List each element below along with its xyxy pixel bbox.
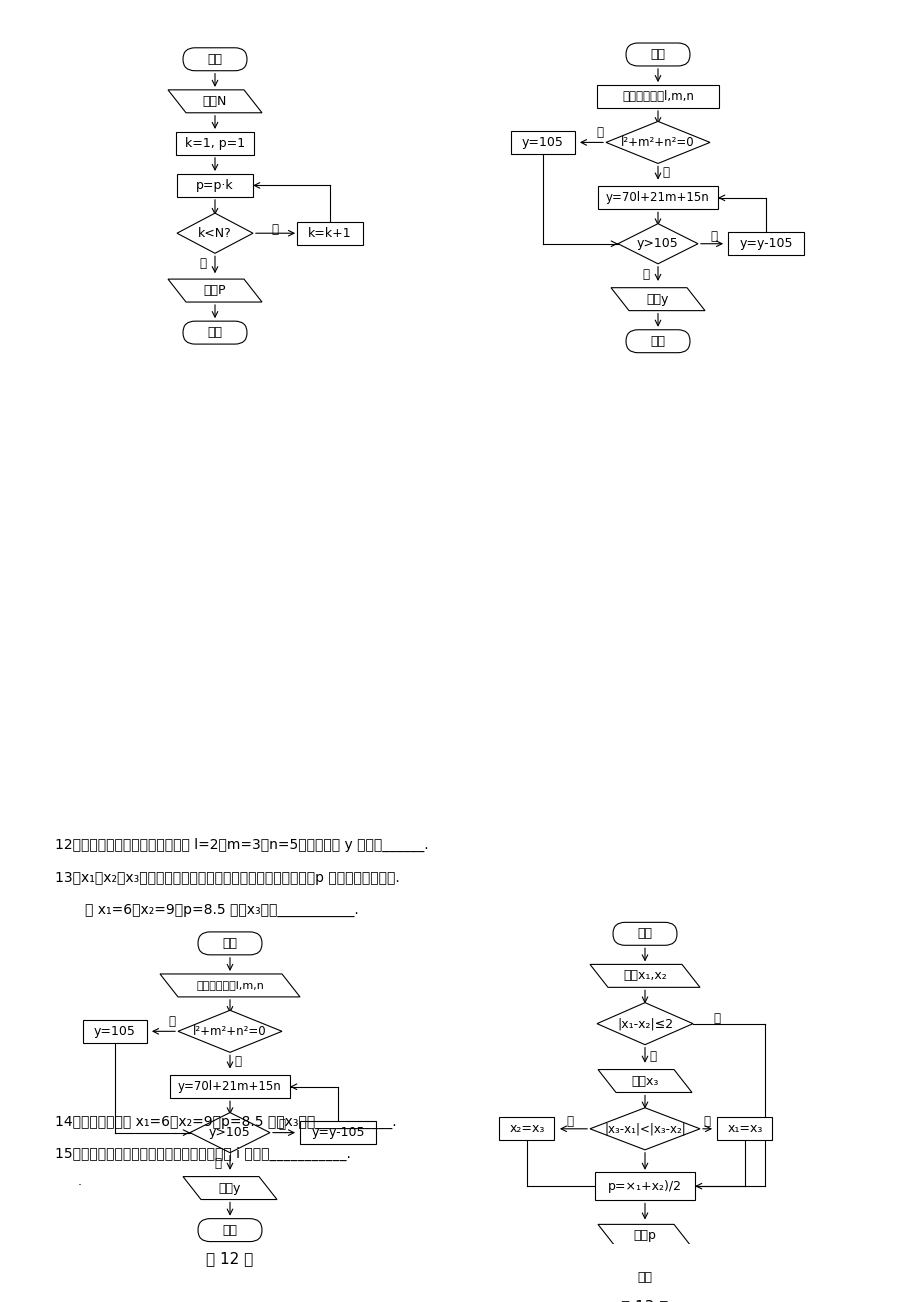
Text: 13、x₁，x₂，x₃为某次考试三个评阅人对同一道题的独立评分，p 为该题的最终得分.: 13、x₁，x₂，x₃为某次考试三个评阅人对同一道题的独立评分，p 为该题的最终…	[55, 871, 400, 885]
Text: x₂=x₃: x₂=x₃	[509, 1122, 544, 1135]
Text: ·: ·	[78, 1178, 82, 1191]
Text: y>105: y>105	[637, 237, 678, 250]
Bar	[717, 1117, 772, 1141]
Polygon shape	[176, 214, 253, 254]
Text: 结束: 结束	[637, 1271, 652, 1284]
Polygon shape	[177, 1010, 282, 1052]
Text: y=y-105: y=y-105	[739, 237, 792, 250]
Text: |x₃-x₁|<|x₃-x₂|: |x₃-x₁|<|x₃-x₂|	[604, 1122, 686, 1135]
FancyBboxPatch shape	[183, 48, 246, 70]
Text: 开始: 开始	[222, 937, 237, 950]
Polygon shape	[183, 1177, 277, 1199]
Text: 15、阅读程序框图，运行相应的程序，则输出 i 的值为___________.: 15、阅读程序框图，运行相应的程序，则输出 i 的值为___________.	[55, 1147, 350, 1160]
Text: x₁=x₃: x₁=x₃	[727, 1122, 762, 1135]
Text: 结束: 结束	[208, 326, 222, 339]
Text: 输入x₃: 输入x₃	[630, 1074, 658, 1087]
Text: 14、如下框图，当 x₁=6，x₂=9，p=8.5 时，x₃等于___________.: 14、如下框图，当 x₁=6，x₂=9，p=8.5 时，x₃等于________…	[55, 1115, 396, 1129]
Polygon shape	[606, 121, 709, 164]
Text: 输出p: 输出p	[633, 1229, 656, 1242]
FancyBboxPatch shape	[612, 1267, 676, 1289]
Text: 当 x₁=6，x₂=9，p=8.5 时，x₃等于___________.: 当 x₁=6，x₂=9，p=8.5 时，x₃等于___________.	[85, 902, 358, 917]
Text: 否: 否	[199, 258, 206, 271]
Text: 否: 否	[662, 167, 669, 180]
Bar	[596, 85, 719, 108]
Text: y=105: y=105	[521, 135, 563, 148]
Text: 输出y: 输出y	[219, 1181, 241, 1194]
Text: 是: 是	[566, 1115, 573, 1128]
Polygon shape	[168, 90, 262, 113]
Text: 否: 否	[214, 1156, 221, 1169]
Text: 否: 否	[641, 268, 649, 281]
Bar	[170, 1075, 289, 1098]
Text: 开始: 开始	[637, 927, 652, 940]
Text: 是: 是	[596, 126, 603, 139]
Text: p=×₁+x₂)/2: p=×₁+x₂)/2	[607, 1180, 681, 1193]
Text: 是: 是	[709, 229, 717, 242]
Text: 是: 是	[278, 1118, 285, 1131]
Text: 输入非负整数l,m,n: 输入非负整数l,m,n	[196, 980, 264, 991]
Text: y=105: y=105	[94, 1025, 136, 1038]
Text: 第 13 题: 第 13 题	[620, 1299, 668, 1302]
FancyBboxPatch shape	[625, 43, 689, 66]
Polygon shape	[589, 965, 699, 987]
FancyBboxPatch shape	[198, 932, 262, 954]
Bar	[176, 174, 253, 197]
Text: 输出y: 输出y	[646, 293, 668, 306]
Text: |x₁-x₂|≤2: |x₁-x₂|≤2	[617, 1017, 673, 1030]
FancyBboxPatch shape	[198, 1219, 262, 1242]
Text: 输出P: 输出P	[203, 284, 226, 297]
Bar	[727, 232, 803, 255]
Text: l²+m²+n²=0: l²+m²+n²=0	[620, 135, 694, 148]
Polygon shape	[589, 1108, 699, 1150]
Polygon shape	[160, 974, 300, 997]
Text: 开始: 开始	[208, 53, 222, 66]
Text: y=70l+21m+15n: y=70l+21m+15n	[606, 191, 709, 204]
Text: p=p·k: p=p·k	[196, 178, 233, 191]
Text: 否: 否	[703, 1115, 709, 1128]
Bar	[300, 1121, 376, 1144]
Text: y>105: y>105	[209, 1126, 251, 1139]
Text: 12、执行图所示的程序框图，输入 l=2，m=3，n=5，则输出的 y 的值是______.: 12、执行图所示的程序框图，输入 l=2，m=3，n=5，则输出的 y 的值是_…	[55, 838, 428, 852]
Polygon shape	[168, 279, 262, 302]
Bar	[510, 132, 574, 154]
Text: 开始: 开始	[650, 48, 664, 61]
Text: 是: 是	[168, 1016, 176, 1029]
Polygon shape	[596, 1003, 692, 1044]
Text: k=k+1: k=k+1	[308, 227, 351, 240]
Bar	[499, 1117, 554, 1141]
FancyBboxPatch shape	[612, 922, 676, 945]
Text: 否: 否	[234, 1056, 241, 1069]
FancyBboxPatch shape	[183, 322, 246, 344]
Polygon shape	[597, 1224, 691, 1247]
Text: 输入x₁,x₂: 输入x₁,x₂	[622, 970, 666, 983]
Polygon shape	[610, 288, 704, 311]
Text: 结束: 结束	[222, 1224, 237, 1237]
Text: 输入N: 输入N	[202, 95, 227, 108]
Text: 是: 是	[271, 223, 278, 236]
Polygon shape	[597, 1069, 691, 1092]
Bar	[297, 221, 363, 245]
Text: l²+m²+n²=0: l²+m²+n²=0	[193, 1025, 267, 1038]
Bar	[83, 1019, 147, 1043]
Text: k<N?: k<N?	[198, 227, 232, 240]
Text: y=70l+21m+15n: y=70l+21m+15n	[178, 1081, 281, 1094]
Text: 第 12 题: 第 12 题	[206, 1251, 254, 1267]
Polygon shape	[618, 224, 698, 264]
Text: 输入非负整数l,m,n: 输入非负整数l,m,n	[621, 90, 693, 103]
FancyBboxPatch shape	[625, 329, 689, 353]
Polygon shape	[190, 1112, 269, 1152]
Bar	[176, 132, 254, 155]
Text: 否: 否	[649, 1049, 656, 1062]
Text: 结束: 结束	[650, 335, 664, 348]
Text: 是: 是	[713, 1013, 720, 1026]
Bar	[597, 186, 717, 210]
Text: k=1, p=1: k=1, p=1	[185, 137, 244, 150]
Bar	[595, 1172, 694, 1200]
Text: y=y-105: y=y-105	[311, 1126, 364, 1139]
